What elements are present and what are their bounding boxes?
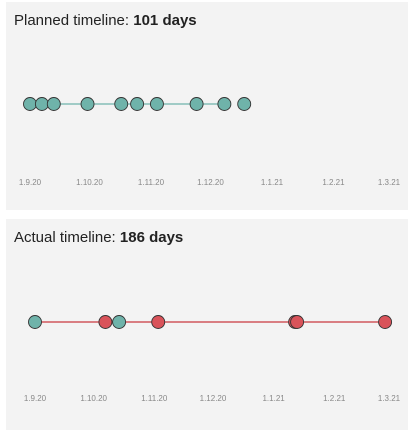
actual-title-value: 186 days: [119, 229, 184, 246]
planned-point-1[interactable]: [23, 97, 37, 111]
planned-x-tick-label-1: 1.9.20: [19, 178, 42, 187]
planned-timeline-panel: Planned timeline: 101 days 1.9.20 1.10.20…: [6, 2, 408, 210]
planned-point-6[interactable]: [130, 97, 145, 111]
actual-timeline-chart: 1.9.20 1.10.20 1.11.20 1.12.20 1.1.21 1.2.21 1…: [24, 315, 401, 403]
actual-title-prefix: Actual timeline:: [14, 229, 116, 246]
actual-x-tick-label-3: 1.11.20: [141, 394, 168, 403]
planned-point-2[interactable]: [34, 97, 49, 111]
planned-x-tick-label-3: 1.11.20: [138, 178, 165, 187]
planned-point-10[interactable]: [237, 97, 252, 111]
planned-x-tick-label-6: 1.2.21: [322, 178, 345, 187]
actual-point-6[interactable]: [290, 315, 305, 329]
planned-x-tick-label-2: 1.10.20: [76, 178, 103, 187]
actual-point-7[interactable]: [378, 315, 393, 329]
actual-x-tick-label-4: 1.12.20: [200, 394, 227, 403]
planned-x-tick-label-5: 1.1.21: [261, 178, 284, 187]
planned-point-5[interactable]: [114, 97, 129, 111]
actual-x-tick-label-2: 1.10.20: [80, 394, 107, 403]
planned-title-value: 101 days: [133, 12, 197, 29]
planned-point-3[interactable]: [46, 97, 61, 111]
planned-title-prefix: Planned timeline:: [14, 12, 130, 29]
planned-timeline-chart: 1.9.20 1.10.20 1.11.20 1.12.20 1.1.21 1.2.21 1…: [19, 97, 401, 187]
planned-point-7[interactable]: [149, 97, 164, 111]
actual-x-tick-label-6: 1.2.21: [323, 394, 346, 403]
actual-x-tick-label-5: 1.1.21: [262, 394, 285, 403]
actual-point-2[interactable]: [98, 315, 113, 329]
actual-x-tick-label-1: 1.9.20: [24, 394, 47, 403]
actual-timeline-title: Actual timeline: 186 days: [14, 229, 183, 246]
planned-x-tick-label-7: 1.3.21: [378, 178, 401, 187]
actual-point-4[interactable]: [151, 315, 166, 329]
actual-timeline-panel: Actual timeline: 186 days 1.9.20 1.10.20 1…: [6, 219, 408, 430]
planned-x-tick-label-4: 1.12.20: [197, 178, 224, 187]
planned-point-9[interactable]: [217, 97, 232, 111]
actual-point-1[interactable]: [28, 315, 42, 329]
planned-point-4[interactable]: [80, 97, 95, 111]
planned-point-8[interactable]: [189, 97, 204, 111]
planned-timeline-title: Planned timeline: 101 days: [14, 12, 197, 29]
actual-point-3[interactable]: [112, 315, 127, 329]
actual-x-tick-label-7: 1.3.21: [378, 394, 401, 403]
